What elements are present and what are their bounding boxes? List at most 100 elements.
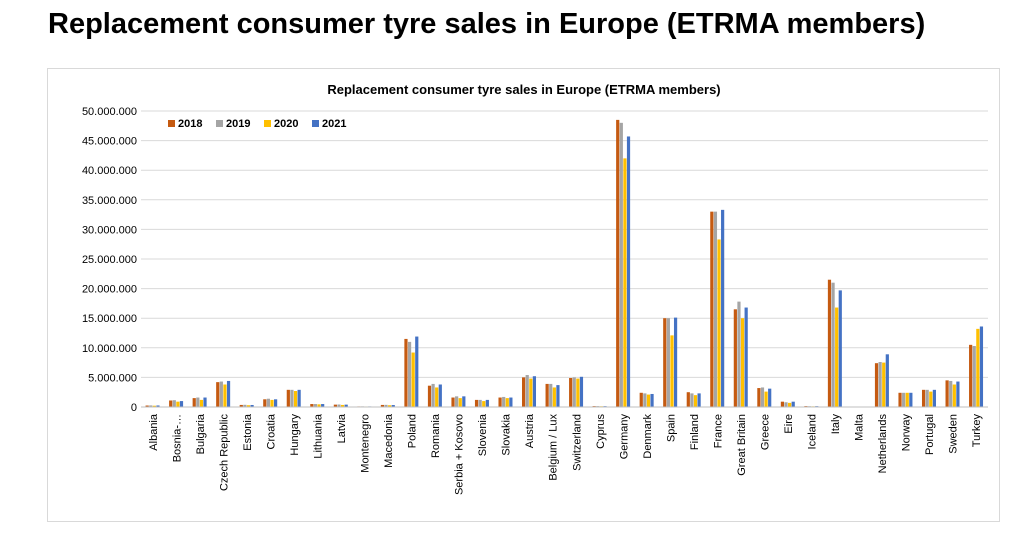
x-tick-label: Netherlands: [877, 414, 889, 474]
y-tick-label: 20.000.000: [82, 284, 137, 296]
legend: 2018 2019 2020 2021: [168, 118, 346, 130]
bar: [246, 405, 251, 407]
bar: [391, 405, 395, 407]
bar: [266, 398, 270, 407]
bar: [498, 397, 502, 407]
bar: [626, 136, 631, 407]
bar: [760, 387, 765, 407]
bar: [925, 389, 929, 407]
legend-swatch: [216, 120, 223, 127]
bar: [909, 392, 913, 407]
bar: [293, 391, 298, 407]
y-tick-label: 25.000.000: [82, 254, 137, 266]
bar: [921, 389, 926, 407]
bar: [502, 396, 506, 407]
bar: [156, 405, 160, 407]
bar: [333, 404, 337, 407]
bar: [616, 119, 620, 407]
bar: [509, 397, 513, 407]
bar: [223, 384, 227, 407]
y-tick-label: 40.000.000: [82, 165, 137, 177]
bar: [549, 383, 553, 407]
bar: [693, 395, 698, 407]
bar: [529, 378, 533, 407]
bar: [169, 400, 173, 407]
bar: [764, 391, 768, 407]
bar: [623, 158, 627, 407]
legend-label: 2019: [226, 118, 250, 130]
bar: [721, 209, 725, 407]
bar: [784, 402, 788, 407]
bar: [556, 385, 560, 407]
x-tick-label: Slovakia: [501, 413, 513, 455]
legend-label: 2020: [274, 118, 298, 130]
x-tick-label: Czech Republic: [218, 414, 230, 492]
x-tick-label: Spain: [665, 414, 677, 442]
bar: [827, 279, 832, 407]
x-tick-label: Estonia: [242, 413, 254, 451]
bar: [979, 326, 984, 407]
bar: [199, 399, 204, 407]
x-tick-label: Malta: [854, 413, 866, 441]
bar: [474, 399, 479, 407]
x-tick-label: Greece: [759, 414, 771, 450]
x-tick-label: Norway: [901, 414, 913, 452]
y-tick-label: 10.000.000: [82, 343, 137, 355]
bar: [579, 376, 584, 407]
bar: [196, 397, 200, 407]
bar: [344, 404, 348, 407]
bar: [673, 317, 678, 407]
bars: [145, 119, 984, 407]
legend-label: 2018: [178, 118, 202, 130]
x-tick-label: Austria: [524, 413, 536, 448]
bar: [639, 392, 643, 407]
bar: [572, 377, 576, 407]
x-tick-label: Bosnia-…: [171, 414, 183, 462]
x-tick-label: Croatia: [265, 413, 277, 449]
bar: [885, 354, 889, 407]
bar: [407, 341, 412, 407]
chart-title: Replacement consumer tyre sales in Europ…: [327, 82, 720, 97]
bar: [650, 393, 654, 407]
bar: [505, 398, 509, 407]
x-tick-label: Switzerland: [571, 414, 583, 471]
bar: [243, 404, 247, 407]
chart-frame: 0 5.000.000 10.000.000 15.000.000 20.000.000…: [47, 68, 1000, 522]
x-tick-label: Albania: [148, 413, 160, 451]
x-tick-label: Slovenia: [477, 413, 489, 456]
bar: [152, 405, 156, 407]
bar: [321, 404, 325, 407]
legend-swatch: [312, 120, 319, 127]
bar: [239, 404, 243, 407]
bar: [431, 383, 435, 407]
x-tick-label: Eire: [783, 414, 795, 434]
bar: [952, 384, 956, 407]
bar: [882, 362, 886, 407]
x-tick-label: Italy: [830, 414, 842, 435]
bar: [831, 282, 835, 407]
x-tick-label: Bulgaria: [195, 413, 207, 454]
bar: [905, 392, 909, 407]
bar: [569, 377, 573, 407]
bar: [835, 307, 839, 407]
bar: [768, 388, 772, 407]
bar: [744, 307, 748, 407]
gridlines: [141, 110, 988, 378]
bar: [643, 393, 647, 407]
bar: [310, 404, 314, 407]
bar: [192, 398, 196, 407]
x-tick-label: Macedonia: [383, 413, 395, 468]
bar: [874, 363, 879, 407]
x-tick-label: Sweden: [948, 414, 960, 454]
bar: [713, 211, 718, 407]
bar: [972, 346, 976, 407]
bar: [427, 385, 432, 407]
bar: [690, 393, 694, 407]
bar: [313, 404, 318, 407]
bar: [451, 397, 455, 407]
page-title: Replacement consumer tyre sales in Europ…: [48, 8, 926, 40]
x-tick-label: Poland: [407, 414, 419, 448]
bar: [286, 389, 290, 407]
bar: [485, 399, 489, 407]
bar: [838, 290, 842, 407]
